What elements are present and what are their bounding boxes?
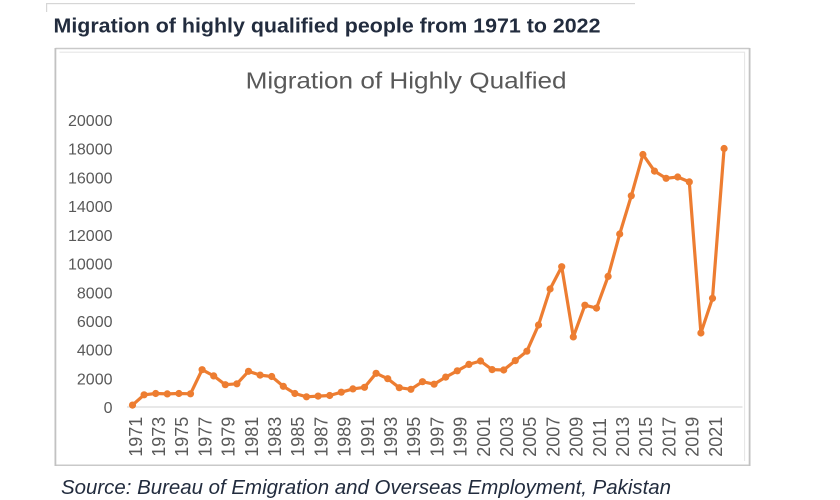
svg-text:12000: 12000 bbox=[68, 228, 113, 245]
svg-text:1971: 1971 bbox=[126, 417, 146, 457]
svg-text:1995: 1995 bbox=[404, 417, 424, 457]
svg-text:2000: 2000 bbox=[77, 372, 113, 389]
svg-text:2021: 2021 bbox=[706, 417, 726, 457]
svg-text:1977: 1977 bbox=[195, 417, 215, 457]
svg-text:1987: 1987 bbox=[311, 417, 331, 457]
svg-text:1981: 1981 bbox=[242, 417, 262, 457]
svg-text:Migration of highly qualified: Migration of highly qualified people fro… bbox=[54, 16, 601, 38]
svg-text:2015: 2015 bbox=[636, 417, 656, 457]
svg-text:14000: 14000 bbox=[68, 199, 113, 216]
svg-text:6000: 6000 bbox=[77, 314, 113, 331]
svg-text:1983: 1983 bbox=[265, 417, 285, 457]
svg-text:20000: 20000 bbox=[68, 113, 113, 130]
svg-text:1999: 1999 bbox=[451, 417, 471, 457]
svg-text:1989: 1989 bbox=[335, 417, 355, 457]
svg-text:Migration of Highly Qualfied: Migration of Highly Qualfied bbox=[246, 68, 567, 94]
svg-text:8000: 8000 bbox=[77, 285, 113, 302]
svg-text:1993: 1993 bbox=[381, 417, 401, 457]
svg-text:2011: 2011 bbox=[590, 418, 610, 457]
svg-text:0: 0 bbox=[104, 400, 113, 417]
svg-text:1979: 1979 bbox=[219, 417, 239, 457]
svg-text:1985: 1985 bbox=[288, 417, 308, 457]
svg-text:2005: 2005 bbox=[520, 417, 540, 457]
svg-text:1991: 1991 bbox=[358, 417, 378, 457]
svg-text:2001: 2001 bbox=[474, 417, 494, 457]
svg-text:2003: 2003 bbox=[497, 417, 517, 457]
svg-text:4000: 4000 bbox=[77, 343, 113, 360]
svg-text:10000: 10000 bbox=[68, 257, 113, 274]
svg-text:2017: 2017 bbox=[659, 417, 679, 457]
svg-text:2009: 2009 bbox=[567, 417, 587, 457]
svg-text:16000: 16000 bbox=[68, 170, 113, 187]
svg-text:18000: 18000 bbox=[68, 142, 113, 159]
svg-text:1973: 1973 bbox=[149, 417, 169, 457]
svg-text:Source: Bureau of Emigration a: Source: Bureau of Emigration and Oversea… bbox=[61, 477, 671, 499]
svg-text:2007: 2007 bbox=[543, 417, 563, 457]
svg-text:2013: 2013 bbox=[613, 417, 633, 457]
svg-text:1975: 1975 bbox=[172, 417, 192, 457]
svg-text:1997: 1997 bbox=[427, 417, 447, 457]
svg-text:2019: 2019 bbox=[683, 417, 703, 457]
